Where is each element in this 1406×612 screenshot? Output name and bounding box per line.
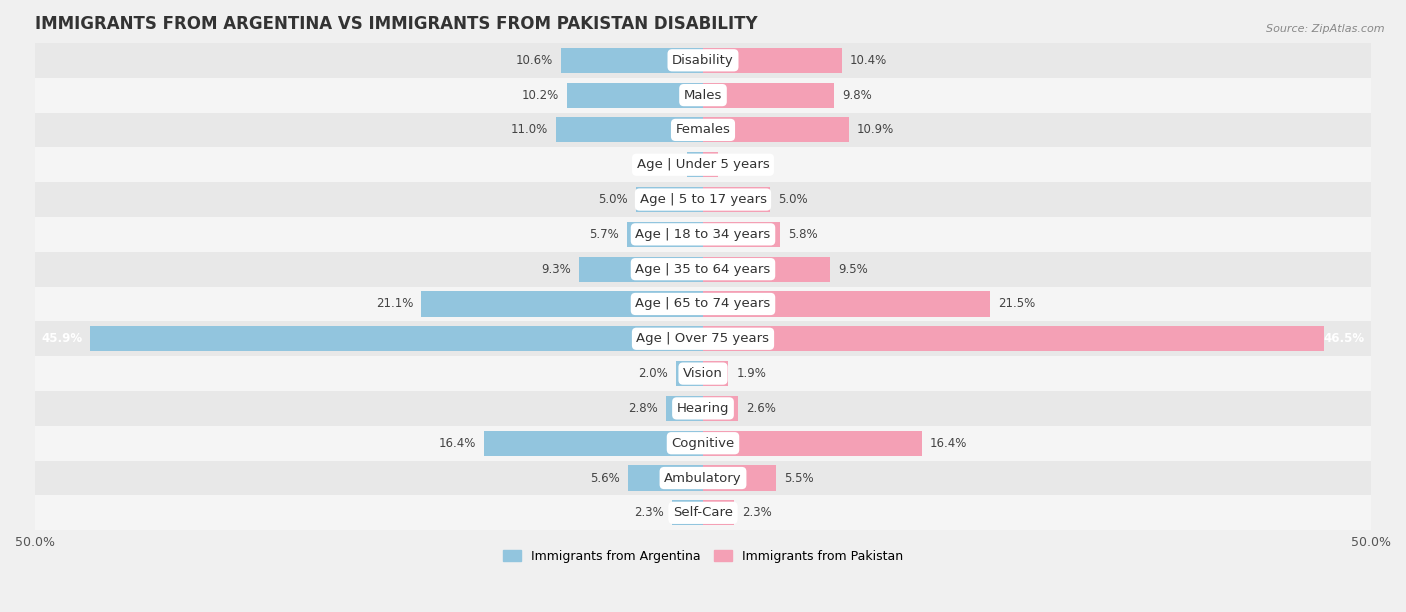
Bar (627, 222, 703, 247)
Text: 10.9%: 10.9% (856, 124, 894, 136)
Text: 5.6%: 5.6% (591, 471, 620, 485)
Bar (555, 118, 703, 143)
Bar (35, 286, 1371, 321)
Bar (703, 326, 1324, 351)
Bar (422, 291, 703, 316)
Bar (703, 118, 849, 143)
Bar (688, 152, 703, 177)
Bar (703, 152, 717, 177)
Text: 16.4%: 16.4% (931, 437, 967, 450)
Text: Cognitive: Cognitive (672, 437, 734, 450)
Bar (703, 187, 770, 212)
Text: 2.3%: 2.3% (634, 506, 664, 520)
Text: 2.8%: 2.8% (628, 402, 658, 415)
Text: Age | Over 75 years: Age | Over 75 years (637, 332, 769, 345)
Bar (703, 291, 990, 316)
Text: Hearing: Hearing (676, 402, 730, 415)
Text: 2.3%: 2.3% (742, 506, 772, 520)
Text: Age | 35 to 64 years: Age | 35 to 64 years (636, 263, 770, 275)
Text: 5.8%: 5.8% (789, 228, 818, 241)
Bar (35, 356, 1371, 391)
Text: 9.5%: 9.5% (838, 263, 868, 275)
Bar (703, 361, 728, 386)
Text: Age | 18 to 34 years: Age | 18 to 34 years (636, 228, 770, 241)
Bar (35, 426, 1371, 461)
Bar (703, 500, 734, 525)
Bar (628, 466, 703, 491)
Text: 10.6%: 10.6% (516, 54, 554, 67)
Text: 5.5%: 5.5% (785, 471, 814, 485)
Text: 10.4%: 10.4% (851, 54, 887, 67)
Text: 21.1%: 21.1% (375, 297, 413, 310)
Bar (35, 321, 1371, 356)
Text: Age | Under 5 years: Age | Under 5 years (637, 159, 769, 171)
Bar (35, 147, 1371, 182)
Bar (90, 326, 703, 351)
Text: Ambulatory: Ambulatory (664, 471, 742, 485)
Bar (35, 113, 1371, 147)
Bar (35, 496, 1371, 530)
Bar (567, 83, 703, 108)
Legend: Immigrants from Argentina, Immigrants from Pakistan: Immigrants from Argentina, Immigrants fr… (498, 545, 908, 568)
Text: Vision: Vision (683, 367, 723, 380)
Text: 5.7%: 5.7% (589, 228, 619, 241)
Bar (703, 466, 776, 491)
Text: 5.0%: 5.0% (599, 193, 628, 206)
Bar (665, 396, 703, 421)
Text: 45.9%: 45.9% (42, 332, 83, 345)
Text: 1.1%: 1.1% (725, 159, 755, 171)
Text: 1.9%: 1.9% (737, 367, 766, 380)
Bar (636, 187, 703, 212)
Text: Males: Males (683, 89, 723, 102)
Text: Females: Females (675, 124, 731, 136)
Bar (703, 222, 780, 247)
Bar (35, 78, 1371, 113)
Bar (579, 256, 703, 282)
Bar (703, 83, 834, 108)
Text: 9.3%: 9.3% (541, 263, 571, 275)
Bar (703, 431, 922, 456)
Text: Age | 65 to 74 years: Age | 65 to 74 years (636, 297, 770, 310)
Text: IMMIGRANTS FROM ARGENTINA VS IMMIGRANTS FROM PAKISTAN DISABILITY: IMMIGRANTS FROM ARGENTINA VS IMMIGRANTS … (35, 15, 758, 33)
Text: 11.0%: 11.0% (510, 124, 548, 136)
Text: Self-Care: Self-Care (673, 506, 733, 520)
Bar (703, 256, 830, 282)
Text: Age | 5 to 17 years: Age | 5 to 17 years (640, 193, 766, 206)
Bar (484, 431, 703, 456)
Text: 5.0%: 5.0% (778, 193, 807, 206)
Bar (35, 182, 1371, 217)
Bar (703, 396, 738, 421)
Text: 21.5%: 21.5% (998, 297, 1035, 310)
Bar (35, 217, 1371, 252)
Text: 2.6%: 2.6% (745, 402, 776, 415)
Bar (561, 48, 703, 73)
Text: 2.0%: 2.0% (638, 367, 668, 380)
Text: 46.5%: 46.5% (1323, 332, 1364, 345)
Text: Disability: Disability (672, 54, 734, 67)
Bar (35, 252, 1371, 286)
Text: 10.2%: 10.2% (522, 89, 558, 102)
Bar (676, 361, 703, 386)
Text: Source: ZipAtlas.com: Source: ZipAtlas.com (1267, 24, 1385, 34)
Bar (35, 43, 1371, 78)
Bar (35, 391, 1371, 426)
Text: 16.4%: 16.4% (439, 437, 475, 450)
Text: 9.8%: 9.8% (842, 89, 872, 102)
Bar (35, 461, 1371, 496)
Bar (703, 48, 842, 73)
Bar (672, 500, 703, 525)
Text: 1.2%: 1.2% (650, 159, 679, 171)
